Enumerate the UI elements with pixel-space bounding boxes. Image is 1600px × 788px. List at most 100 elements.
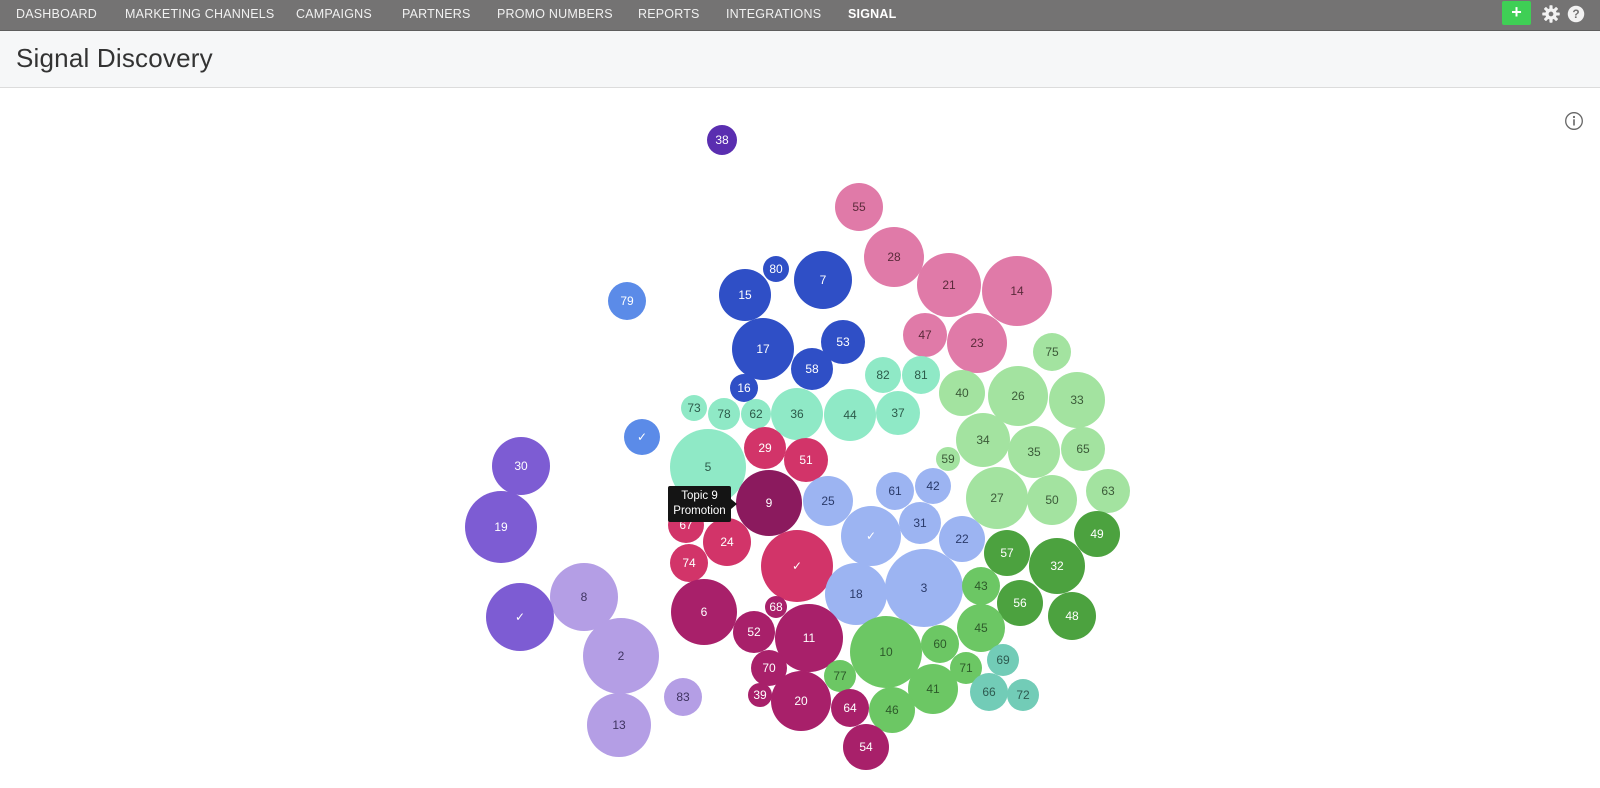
- topic-bubble-circle[interactable]: [681, 395, 707, 421]
- topic-bubble-circle[interactable]: [1029, 538, 1085, 594]
- topic-bubble-circle[interactable]: [733, 611, 775, 653]
- topic-bubble[interactable]: 14: [982, 256, 1052, 326]
- topic-bubble[interactable]: 7: [794, 251, 852, 309]
- topic-bubble-circle[interactable]: [876, 472, 914, 510]
- topic-bubble[interactable]: 44: [824, 389, 876, 441]
- topic-bubble[interactable]: 63: [1086, 469, 1130, 513]
- topic-bubble-circle[interactable]: [908, 664, 958, 714]
- topic-bubble-circle[interactable]: [885, 549, 963, 627]
- topic-bubble[interactable]: 31: [899, 502, 941, 544]
- topic-bubble-circle[interactable]: [707, 125, 737, 155]
- topic-bubble-circle[interactable]: [835, 183, 883, 231]
- topic-bubble[interactable]: 45: [957, 604, 1005, 652]
- topic-bubble-circle[interactable]: [771, 388, 823, 440]
- help-icon[interactable]: ?: [1565, 3, 1587, 25]
- topic-bubble[interactable]: ✓: [841, 506, 901, 566]
- topic-bubble-circle[interactable]: [915, 468, 951, 504]
- topic-bubble-circle[interactable]: [791, 348, 833, 390]
- topic-bubble[interactable]: 66: [970, 673, 1008, 711]
- topic-bubble-circle[interactable]: [869, 687, 915, 733]
- topic-bubble[interactable]: ✓: [624, 419, 660, 455]
- topic-bubble-circle[interactable]: [950, 652, 982, 684]
- topic-bubble-circle[interactable]: [587, 693, 651, 757]
- topic-bubble[interactable]: ✓: [486, 583, 554, 651]
- topic-bubble[interactable]: 22: [939, 516, 985, 562]
- nav-marketing-channels[interactable]: MARKETING CHANNELS: [125, 7, 275, 21]
- topic-bubble-circle[interactable]: [824, 389, 876, 441]
- nav-partners[interactable]: PARTNERS: [402, 7, 471, 21]
- nav-signal[interactable]: SIGNAL: [848, 7, 897, 21]
- topic-bubble[interactable]: 61: [876, 472, 914, 510]
- topic-bubble[interactable]: 3: [885, 549, 963, 627]
- topic-bubble-circle[interactable]: [732, 318, 794, 380]
- topic-bubble[interactable]: 25: [803, 476, 853, 526]
- topic-bubble[interactable]: 23: [947, 313, 1007, 373]
- topic-bubble[interactable]: 73: [681, 395, 707, 421]
- topic-bubble[interactable]: 46: [869, 687, 915, 733]
- topic-bubble-circle[interactable]: [736, 470, 802, 536]
- topic-bubble-circle[interactable]: [1086, 469, 1130, 513]
- topic-bubble-circle[interactable]: [624, 419, 660, 455]
- topic-bubble[interactable]: 17: [732, 318, 794, 380]
- topic-bubble-circle[interactable]: [763, 256, 789, 282]
- topic-bubble-circle[interactable]: [1008, 426, 1060, 478]
- nav-dashboard[interactable]: DASHBOARD: [16, 7, 97, 21]
- nav-campaigns[interactable]: CAMPAIGNS: [296, 7, 372, 21]
- topic-bubble-circle[interactable]: [670, 544, 708, 582]
- topic-bubble-circle[interactable]: [825, 563, 887, 625]
- info-icon[interactable]: [1563, 110, 1585, 132]
- topic-bubble[interactable]: 43: [962, 567, 1000, 605]
- topic-bubble-circle[interactable]: [744, 427, 786, 469]
- topic-bubble-circle[interactable]: [936, 447, 960, 471]
- topic-bubble-circle[interactable]: [1049, 372, 1105, 428]
- topic-bubble[interactable]: 60: [921, 625, 959, 663]
- topic-bubble[interactable]: 58: [791, 348, 833, 390]
- topic-bubble[interactable]: 34: [956, 413, 1010, 467]
- topic-bubble-circle[interactable]: [899, 502, 941, 544]
- topic-bubble[interactable]: 15: [719, 269, 771, 321]
- topic-bubble[interactable]: 21: [917, 253, 981, 317]
- topic-bubble[interactable]: 83: [664, 678, 702, 716]
- gear-icon[interactable]: [1540, 3, 1562, 25]
- topic-bubble[interactable]: 28: [864, 227, 924, 287]
- topic-bubble-circle[interactable]: [794, 251, 852, 309]
- topic-bubble-circle[interactable]: [751, 650, 787, 686]
- topic-bubble[interactable]: 39: [748, 683, 772, 707]
- topic-bubble[interactable]: 6: [671, 579, 737, 645]
- topic-bubble[interactable]: 54: [843, 724, 889, 770]
- topic-bubble-circle[interactable]: [982, 256, 1052, 326]
- topic-bubble-circle[interactable]: [962, 567, 1000, 605]
- topic-bubble-circle[interactable]: [730, 374, 758, 402]
- topic-bubble[interactable]: 74: [670, 544, 708, 582]
- topic-bubble-circle[interactable]: [939, 370, 985, 416]
- topic-bubble-circle[interactable]: [771, 671, 831, 731]
- nav-integrations[interactable]: INTEGRATIONS: [726, 7, 822, 21]
- topic-bubble-circle[interactable]: [843, 724, 889, 770]
- topic-bubble-circle[interactable]: [865, 357, 901, 393]
- topic-bubble-circle[interactable]: [988, 366, 1048, 426]
- topic-bubble[interactable]: 55: [835, 183, 883, 231]
- topic-bubble[interactable]: 41: [908, 664, 958, 714]
- topic-bubble[interactable]: 51: [784, 438, 828, 482]
- topic-bubble-circle[interactable]: [719, 269, 771, 321]
- nav-promo-numbers[interactable]: PROMO NUMBERS: [497, 7, 613, 21]
- topic-bubble[interactable]: 2: [583, 618, 659, 694]
- topic-bubble[interactable]: ✓: [761, 530, 833, 602]
- topic-bubble[interactable]: 52: [733, 611, 775, 653]
- topic-bubble-circle[interactable]: [903, 313, 947, 357]
- topic-bubble[interactable]: 78: [708, 398, 740, 430]
- topic-bubble-circle[interactable]: [741, 399, 771, 429]
- topic-bubble-circle[interactable]: [987, 644, 1019, 676]
- topic-bubble[interactable]: 75: [1033, 333, 1071, 371]
- topic-bubble[interactable]: 64: [831, 689, 869, 727]
- topic-bubble[interactable]: 80: [763, 256, 789, 282]
- topic-bubble[interactable]: 9: [736, 470, 802, 536]
- topic-bubble-circle[interactable]: [864, 227, 924, 287]
- topic-bubble-circle[interactable]: [902, 356, 940, 394]
- topic-bubble-circle[interactable]: [921, 625, 959, 663]
- topic-bubble[interactable]: 42: [915, 468, 951, 504]
- topic-bubble-circle[interactable]: [956, 413, 1010, 467]
- topic-bubble-circle[interactable]: [765, 596, 787, 618]
- topic-bubble-circle[interactable]: [775, 604, 843, 672]
- topic-bubble-circle[interactable]: [671, 579, 737, 645]
